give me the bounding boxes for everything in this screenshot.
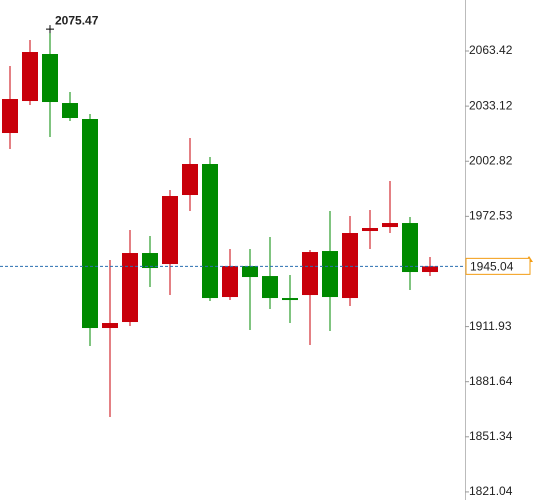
last-price-box [465, 257, 531, 275]
last-price-label: 1945.04 [470, 260, 514, 274]
y-tick-label: 1881.64 [469, 374, 513, 388]
candle-body [382, 223, 398, 228]
y-tick-label: 1972.53 [469, 209, 513, 223]
candle-body [202, 164, 218, 299]
candle-body [402, 223, 418, 273]
candle-body [362, 228, 378, 232]
y-tick-label: 2033.12 [469, 98, 513, 112]
high-label: 2075.47 [55, 13, 99, 27]
candle-body [82, 119, 98, 329]
candle-body [222, 266, 238, 298]
y-tick-label: 1911.93 [469, 319, 512, 333]
candle-body [302, 252, 318, 296]
candle-body [162, 196, 178, 265]
candle-body [2, 99, 18, 134]
candle-body [142, 253, 158, 269]
candle-body [322, 251, 338, 298]
candle-body [62, 103, 78, 119]
candle-body [122, 253, 138, 323]
candle-body [22, 52, 38, 102]
candle-body [422, 266, 438, 273]
y-tick-label: 1821.04 [469, 484, 513, 498]
y-tick-label: 1851.34 [469, 429, 513, 443]
candle-body [282, 298, 298, 301]
candle-body [342, 233, 358, 299]
y-tick-label: 2063.42 [469, 43, 513, 57]
candle-body [242, 266, 258, 278]
high-marker [46, 25, 54, 34]
candle-body [182, 164, 198, 196]
candle-body [42, 54, 58, 103]
candle-body [102, 323, 118, 329]
candle-body [262, 276, 278, 299]
y-tick-label: 2002.82 [469, 153, 513, 167]
